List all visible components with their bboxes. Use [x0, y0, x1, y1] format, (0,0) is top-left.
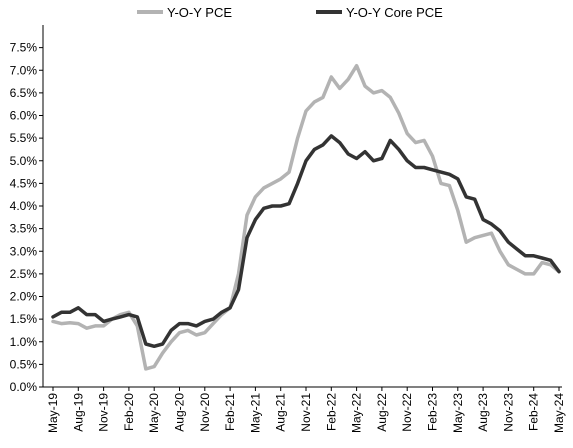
series-line-pce: [51, 63, 561, 371]
x-tick-label: Feb-20: [122, 393, 136, 431]
y-tick-label: 7.0%: [10, 63, 38, 77]
legend-label-core-pce: Y-O-Y Core PCE: [346, 5, 443, 20]
y-tick-label: 1.5%: [10, 312, 38, 326]
x-tick-label: Aug-20: [173, 393, 187, 432]
y-axis-ticks: 0.0% 0.5% 1.0% 1.5% 2.0% 2.5% 3.0% 3.5% 4.0% 4.5%…: [10, 41, 43, 394]
y-tick-label: 0.5%: [10, 357, 38, 371]
x-tick-label: Feb-24: [527, 393, 541, 431]
x-tick-label: Nov-22: [400, 393, 414, 432]
x-tick-label: May-24: [552, 393, 566, 433]
y-tick-label: 6.5%: [10, 86, 38, 100]
x-tick-label: May-19: [46, 393, 60, 433]
x-tick-label: May-23: [451, 393, 465, 433]
x-tick-label: Aug-21: [274, 393, 288, 432]
y-tick-label: 7.5%: [10, 41, 38, 55]
y-tick-label: 4.0%: [10, 199, 38, 213]
x-tick-label: Nov-20: [198, 393, 212, 432]
y-tick-label: 5.5%: [10, 131, 38, 145]
x-tick-label: Nov-19: [97, 393, 111, 432]
y-tick-label: 4.5%: [10, 176, 38, 190]
x-tick-label: May-21: [248, 393, 262, 433]
y-tick-label: 3.5%: [10, 222, 38, 236]
x-tick-label: Aug-19: [71, 393, 85, 432]
x-tick-label: Aug-22: [375, 393, 389, 432]
x-axis-ticks: May-19 Aug-19 Nov-19 Feb-20 May-20 Aug-20 Nov-…: [46, 387, 566, 433]
y-tick-label: 2.5%: [10, 267, 38, 281]
x-tick-label: Feb-22: [324, 393, 338, 431]
y-tick-label: 1.0%: [10, 335, 38, 349]
series-line-core-pce: [51, 134, 561, 349]
y-tick-label: 6.0%: [10, 109, 38, 123]
series-layer: [51, 63, 561, 371]
y-tick-label: 3.0%: [10, 244, 38, 258]
y-tick-label: 5.0%: [10, 154, 38, 168]
x-tick-label: Nov-23: [501, 393, 515, 432]
x-tick-label: May-22: [350, 393, 364, 433]
legend: Y-O-Y PCE Y-O-Y Core PCE: [137, 5, 443, 20]
y-tick-label: 2.0%: [10, 290, 38, 304]
axes: [42, 25, 562, 388]
x-tick-label: Feb-21: [223, 393, 237, 431]
x-tick-label: May-20: [147, 393, 161, 433]
x-tick-label: Aug-23: [476, 393, 490, 432]
legend-label-pce: Y-O-Y PCE: [167, 5, 232, 20]
y-tick-label: 0.0%: [10, 380, 38, 394]
x-tick-label: Feb-23: [426, 393, 440, 431]
x-tick-label: Nov-21: [299, 393, 313, 432]
